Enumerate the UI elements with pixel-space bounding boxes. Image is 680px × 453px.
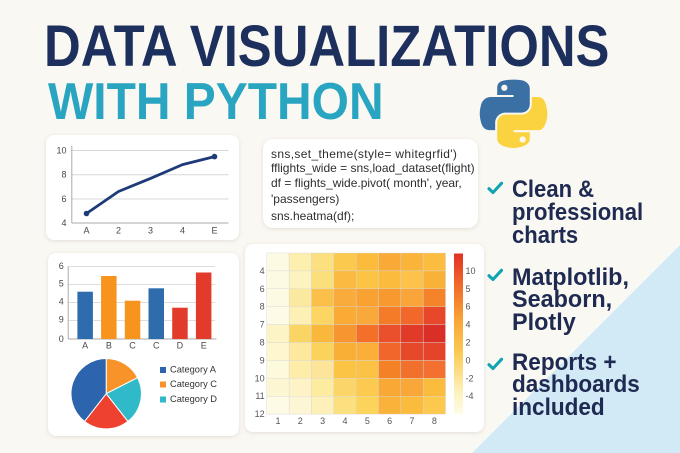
svg-text:12: 12 [255, 409, 265, 419]
svg-text:C: C [129, 340, 136, 350]
svg-text:0: 0 [59, 334, 64, 344]
svg-text:4: 4 [466, 320, 471, 330]
svg-text:B: B [106, 340, 112, 350]
svg-text:9: 9 [59, 314, 64, 324]
svg-text:6: 6 [61, 194, 66, 204]
svg-text:2: 2 [466, 338, 471, 348]
svg-text:8: 8 [61, 170, 66, 180]
svg-text:10: 10 [466, 266, 476, 276]
svg-text:D: D [177, 340, 184, 350]
svg-text:7: 7 [260, 320, 265, 330]
svg-text:8: 8 [260, 338, 265, 348]
svg-text:6: 6 [387, 416, 392, 426]
svg-text:4: 4 [179, 226, 184, 236]
svg-text:Category D: Category D [170, 394, 217, 404]
svg-text:5: 5 [466, 284, 471, 294]
svg-text:6: 6 [466, 302, 471, 312]
svg-text:Category A: Category A [170, 364, 217, 374]
svg-text:10: 10 [255, 373, 265, 383]
svg-text:Category C: Category C [170, 379, 217, 389]
svg-text:E: E [201, 340, 207, 350]
svg-text:10: 10 [56, 146, 66, 156]
svg-text:4: 4 [342, 416, 347, 426]
svg-text:5: 5 [365, 416, 370, 426]
svg-text:7: 7 [410, 416, 415, 426]
svg-text:9: 9 [260, 355, 265, 365]
svg-text:A: A [82, 340, 88, 350]
svg-text:0: 0 [466, 355, 471, 365]
svg-text:C: C [153, 340, 160, 350]
svg-text:4: 4 [59, 296, 64, 306]
svg-text:4: 4 [61, 218, 66, 228]
svg-text:8: 8 [260, 302, 265, 312]
svg-text:3: 3 [147, 226, 152, 236]
svg-text:5: 5 [59, 278, 64, 288]
svg-text:1: 1 [275, 416, 280, 426]
svg-text:6: 6 [260, 284, 265, 294]
svg-text:2: 2 [115, 226, 120, 236]
svg-text:3: 3 [320, 416, 325, 426]
svg-text:A: A [83, 226, 89, 236]
svg-text:E: E [211, 226, 217, 236]
svg-text:4: 4 [260, 266, 265, 276]
svg-text:-4: -4 [466, 391, 474, 401]
svg-text:6: 6 [59, 261, 64, 271]
svg-text:-2: -2 [466, 373, 474, 383]
svg-text:8: 8 [432, 416, 437, 426]
svg-text:2: 2 [298, 416, 303, 426]
svg-text:11: 11 [255, 391, 264, 401]
